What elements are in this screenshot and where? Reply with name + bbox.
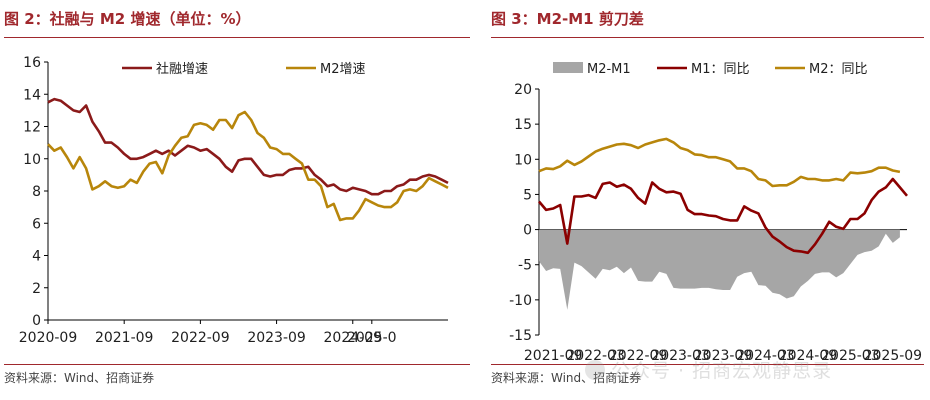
right-x-tick-label: 2024-03 <box>736 348 795 364</box>
left-y-tick-label: 14 <box>23 87 41 103</box>
left-x-tick-label: 2025-0 <box>347 330 397 346</box>
right-series-2-line <box>538 137 901 188</box>
right-x-tick-label: 2023-09 <box>694 348 753 364</box>
right-y-tick-label: 15 <box>514 117 532 133</box>
watermark: 公众号 · 招商宏观静思录 <box>585 356 832 383</box>
right-source-note: 资料来源：Wind、招商证券 <box>491 371 642 385</box>
right-series-0-area <box>539 229 900 310</box>
right-legend-0-swatch <box>553 62 583 73</box>
right-x-tick-label: 2022-09 <box>609 348 668 364</box>
right-x-tick-label: 2025-09 <box>864 348 923 364</box>
right-chart-svg: -15-10-5051015202021-092022-032022-09202… <box>509 62 923 364</box>
right-chart-panel: 图 3：M2-M1 剪刀差 -15 -10 -5 0 5 10 15 20 2021-09 202… <box>487 0 930 400</box>
left-y-tick-label: 2 <box>32 281 41 297</box>
left-series-0-line <box>47 97 449 196</box>
right-source-rule <box>491 364 924 365</box>
left-chart-title: 图 2：社融与 M2 增速（单位：%） <box>4 10 251 28</box>
left-title-rule <box>4 37 470 38</box>
right-x-tick-label: 2023-03 <box>651 348 710 364</box>
right-y-tick-label: -5 <box>518 258 532 274</box>
left-y-tick-label: 6 <box>32 216 41 232</box>
left-x-tick-label: 2022-09 <box>171 330 230 346</box>
right-x-tick-label: 2022-03 <box>566 348 625 364</box>
left-y-tick-label: 10 <box>23 152 41 168</box>
left-source-note: 资料来源：Wind、招商证券 <box>4 371 155 385</box>
right-y-tick-label: -15 <box>509 328 532 344</box>
right-y-tick-label: -10 <box>509 293 532 309</box>
right-chart-title: 图 3：M2-M1 剪刀差 <box>491 10 644 28</box>
right-title-rule <box>491 37 924 38</box>
left-x-tick-label: 2021-09 <box>95 330 154 346</box>
right-x-tick-label: 2021-09 <box>524 348 583 364</box>
left-x-tick-label: 2020-09 <box>19 330 78 346</box>
right-y-tick-label: 10 <box>514 152 532 168</box>
left-source-rule <box>4 364 470 365</box>
right-y-tick-label: 20 <box>514 82 532 98</box>
left-legend-0-label: 社融增速 <box>156 61 208 77</box>
left-y-tick-label: 4 <box>32 249 41 265</box>
left-x-tick-label: 2024-09 <box>324 330 383 346</box>
left-y-tick-label: 0 <box>32 313 41 329</box>
right-legend-2-label: M2：同比 <box>809 62 868 77</box>
left-y-tick-label: 12 <box>23 120 41 136</box>
left-y-tick-label: 16 <box>23 55 41 71</box>
right-x-tick-label: 2024-09 <box>779 348 838 364</box>
left-series-1-line <box>47 110 449 222</box>
right-x-tick-label: 2025-03 <box>821 348 880 364</box>
left-chart-svg: 0 2 4 6 8 10 12 14 16 2020-09 2021-09 2022-09 2023-0… <box>19 55 449 346</box>
right-legend-1-label: M1：同比 <box>691 62 750 77</box>
right-legend-0-label: M2-M1 <box>587 62 631 77</box>
watermark-text: 公众号 · 招商宏观静思录 <box>611 360 833 382</box>
left-y-tick-label: 8 <box>32 184 41 200</box>
right-series-1-line <box>538 177 908 255</box>
wechat-icon <box>585 360 605 380</box>
left-legend-1-label: M2增速 <box>320 62 366 77</box>
left-chart-panel: 图 2：社融与 M2 增速（单位：%） 0 2 4 6 8 10 12 14 16 2020-09… <box>4 10 470 385</box>
left-x-tick-label: 2023-09 <box>247 330 306 346</box>
right-y-tick-label: 5 <box>523 187 532 203</box>
right-y-tick-label: 0 <box>523 223 532 239</box>
